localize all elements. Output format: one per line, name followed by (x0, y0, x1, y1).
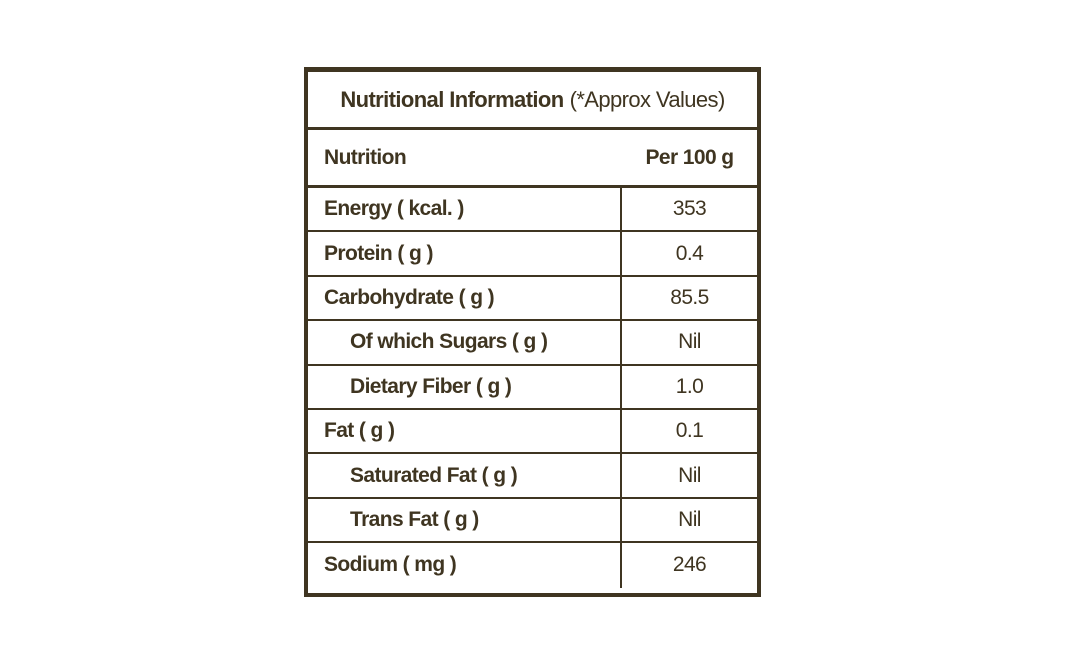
nutrient-name: Of which Sugars ( g ) (308, 321, 622, 364)
table-title: Nutritional Information (340, 86, 564, 112)
table-row: Dietary Fiber ( g ) 1.0 (308, 365, 757, 410)
nutrient-value: Nil (678, 463, 701, 487)
table-row: Fat ( g ) 0.1 (308, 409, 757, 455)
table-row: Of which Sugars ( g ) Nil (308, 321, 757, 366)
table-row: Protein ( g ) 0.4 (308, 232, 757, 277)
nutrient-value: 85.5 (670, 285, 709, 309)
table-title-note: (*Approx Values) (569, 86, 726, 112)
table-row: Trans Fat ( g ) Nil (308, 498, 757, 544)
header-per-100g: Per 100 g (645, 145, 735, 169)
nutrition-table: Nutritional Information (*Approx Values)… (304, 67, 761, 597)
table-row: Saturated Fat ( g ) Nil (308, 454, 757, 499)
nutrient-value: 0.4 (675, 241, 704, 265)
nutrient-name: Dietary Fiber ( g ) (308, 365, 622, 408)
nutrient-value: 1.0 (675, 374, 704, 398)
nutrient-value: Nil (678, 507, 701, 531)
nutrient-value: 0.1 (675, 419, 704, 443)
nutrient-name: Energy ( kcal. ) (308, 188, 622, 231)
table-row: Sodium ( mg ) 246 (308, 543, 757, 588)
table-title-row: Nutritional Information (*Approx Values) (308, 72, 757, 130)
header-nutrition: Nutrition (324, 145, 407, 169)
nutrient-name: Protein ( g ) (308, 232, 622, 275)
nutrient-name: Saturated Fat ( g ) (308, 454, 622, 497)
nutrient-name: Trans Fat ( g ) (308, 498, 622, 542)
nutrient-value: Nil (678, 330, 701, 354)
table-header-row: Nutrition Per 100 g (308, 130, 757, 188)
nutrient-name: Carbohydrate ( g ) (308, 276, 622, 320)
nutrient-value: 246 (672, 553, 707, 577)
nutrient-value: 353 (672, 197, 707, 221)
nutrient-name: Fat ( g ) (308, 409, 622, 453)
table-row: Energy ( kcal. ) 353 (308, 188, 757, 233)
nutrient-name: Sodium ( mg ) (308, 543, 622, 588)
table-row: Carbohydrate ( g ) 85.5 (308, 276, 757, 322)
